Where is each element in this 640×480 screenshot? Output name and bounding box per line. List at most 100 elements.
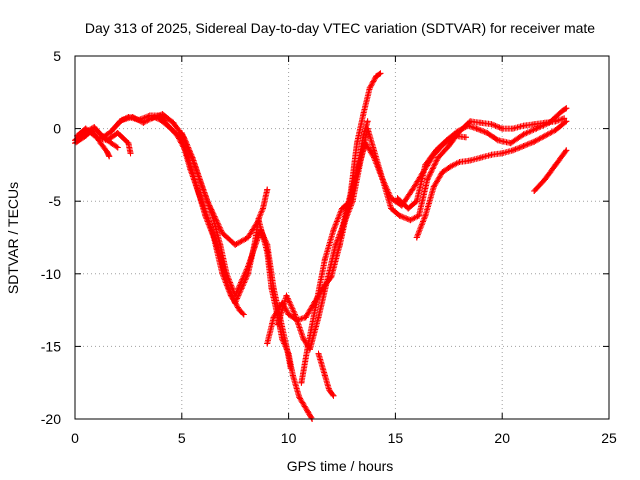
data-track-2 (74, 125, 134, 157)
data-point-13-9 (499, 150, 506, 157)
data-point-6-5 (245, 234, 252, 241)
data-point-7-18 (409, 186, 416, 193)
data-point-4-2 (129, 113, 136, 120)
data-point-11-6 (377, 70, 384, 77)
data-point-11-4 (366, 84, 373, 91)
data-point-13-1 (422, 212, 429, 219)
data-track-11 (336, 70, 384, 241)
data-markers-5 (148, 111, 294, 372)
data-point-4-13 (232, 299, 239, 306)
data-point-12-12 (520, 131, 527, 138)
data-point-8-27 (520, 122, 527, 129)
data-point-2-6 (127, 150, 134, 157)
y-tick-label-5: 5 (53, 48, 61, 64)
chart-title: Day 313 of 2025, Sidereal Day-to-day VTE… (85, 20, 595, 36)
data-point-2-3 (104, 137, 111, 144)
data-point-8-5 (315, 314, 322, 321)
data-point-14-0 (531, 188, 538, 195)
data-point-5-11 (245, 263, 252, 270)
data-point-8-7 (332, 241, 339, 248)
x-axis-label: GPS time / hours (287, 458, 394, 474)
data-point-8-25 (499, 125, 506, 132)
data-point-11-1 (347, 190, 354, 197)
data-point-8-1 (283, 292, 290, 299)
data-point-8-2 (292, 311, 299, 318)
data-point-4-6 (168, 125, 175, 132)
data-point-10-0 (315, 350, 322, 357)
data-point-1-2 (91, 124, 98, 131)
data-track-13 (413, 118, 570, 241)
data-point-8-16 (407, 217, 414, 224)
data-track-4 (110, 113, 271, 306)
data-point-12-14 (546, 119, 553, 126)
data-point-13-2 (430, 183, 437, 190)
data-point-1-5 (114, 144, 121, 151)
data-point-8-15 (396, 212, 403, 219)
data-point-3-0 (99, 134, 106, 141)
data-track-3 (99, 112, 247, 318)
y-axis-label: SDTVAR / TECUs (5, 182, 21, 294)
data-point-11-5 (373, 73, 380, 80)
data-point-8-0 (274, 321, 281, 328)
data-point-13-3 (439, 169, 446, 176)
data-point-2-2 (93, 134, 100, 141)
data-point-12-11 (507, 140, 514, 147)
data-point-6-13 (296, 394, 303, 401)
data-point-6-1 (191, 161, 198, 168)
data-point-7-5 (302, 314, 309, 321)
y-tick-label-1: -15 (41, 338, 61, 354)
y-tick-label-3: -5 (49, 193, 62, 209)
data-point-13-14 (552, 127, 559, 134)
data-track-5 (148, 111, 294, 372)
data-markers-2 (74, 125, 134, 157)
data-point-2-4 (114, 129, 121, 136)
data-point-0-4 (104, 148, 111, 155)
data-point-3-15 (236, 307, 243, 314)
data-point-4-5 (157, 116, 164, 123)
y-tick-label-2: -10 (41, 266, 61, 282)
data-point-9-0 (298, 379, 305, 386)
data-point-14-1 (541, 176, 548, 183)
data-point-10-1 (321, 372, 328, 379)
data-track-8 (274, 115, 568, 353)
plot-frame (74, 55, 610, 420)
data-point-9-9 (364, 118, 371, 125)
data-markers-14 (531, 147, 570, 194)
data-point-5-10 (238, 278, 245, 285)
data-point-5-2 (170, 119, 177, 126)
data-point-13-4 (447, 163, 454, 170)
data-point-13-0 (413, 234, 420, 241)
data-point-6-10 (279, 336, 286, 343)
data-point-8-28 (531, 121, 538, 128)
data-point-6-14 (304, 408, 311, 415)
data-point-12-3 (422, 161, 429, 168)
data-point-9-3 (321, 256, 328, 263)
data-point-6-11 (285, 350, 292, 357)
data-point-12-13 (533, 125, 540, 132)
data-point-5-7 (217, 241, 224, 248)
data-point-3-16 (240, 311, 247, 318)
data-point-6-12 (289, 372, 296, 379)
x-tick-label-4: 20 (494, 430, 510, 446)
data-point-4-19 (264, 186, 271, 193)
data-point-9-2 (313, 299, 320, 306)
data-point-2-5 (125, 140, 132, 147)
data-point-7-0 (264, 340, 271, 347)
data-point-8-18 (424, 176, 431, 183)
data-point-7-1 (270, 314, 277, 321)
data-point-8-20 (445, 143, 452, 150)
x-tick-label-3: 15 (388, 430, 404, 446)
x-tick-label-1: 5 (178, 430, 186, 446)
data-point-13-10 (509, 147, 516, 154)
data-point-13-13 (541, 132, 548, 139)
data-point-13-15 (563, 118, 570, 125)
x-tick-label-2: 10 (281, 430, 297, 446)
data-point-8-12 (371, 147, 378, 154)
data-track-12 (394, 105, 570, 212)
data-point-14-2 (552, 161, 559, 168)
data-track-10 (315, 350, 337, 399)
data-point-10-2 (326, 386, 333, 393)
data-point-8-13 (379, 176, 386, 183)
data-point-8-14 (388, 205, 395, 212)
